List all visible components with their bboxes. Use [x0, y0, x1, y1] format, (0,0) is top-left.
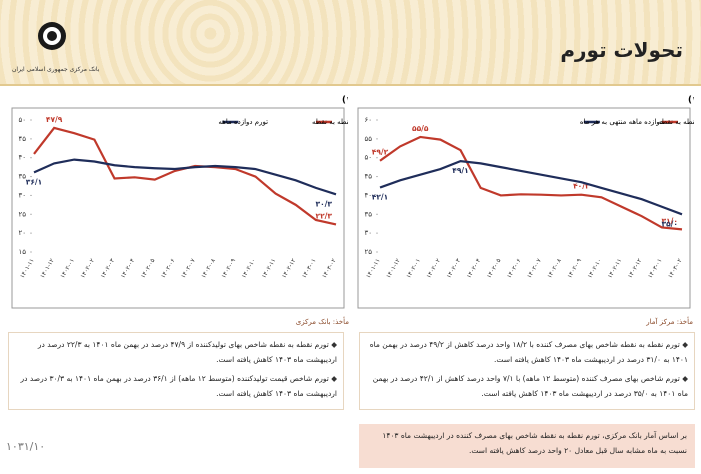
chart-title: تحولات شاخص بهای تولیدکننده (درصد) (۱۳۹۸…: [342, 96, 348, 106]
data-label: ۴۹/۱: [452, 166, 468, 175]
y-tick-label: ۳۰: [18, 191, 26, 199]
footnote: بر اساس آمار بانک مرکزی، تورم نقطه به نق…: [359, 424, 695, 468]
y-tick-label: ۵۵: [364, 135, 372, 143]
header: بانک مرکزی جمهوری اسلامی ایران تحولات تو…: [0, 0, 701, 86]
chart-title: تحولات شاخص بهای کالاها و خدمات مصرفی (د…: [688, 96, 694, 106]
data-label: ۳۰/۳: [316, 199, 333, 208]
legend-label: دوازده ماهه منتهی به هر ماه: [580, 118, 663, 126]
data-label: ۴۷/۹: [46, 115, 63, 124]
chart: تحولات شاخص بهای تولیدکننده (درصد) (۱۳۹۸…: [8, 90, 348, 312]
legend-label: تورم نقطه به نقطه: [312, 118, 348, 126]
bank-name: بانک مرکزی جمهوری اسلامی ایران: [12, 66, 99, 73]
data-label: ۲۲/۳: [316, 211, 333, 220]
data-label: ۳۶/۱: [26, 177, 42, 186]
bullet: تورم نقطه به نقطه شاخص بهای تولیدکننده ا…: [15, 337, 337, 367]
source: مأخذ: مرکز آمار: [646, 318, 693, 326]
y-tick-label: ۲۵: [364, 248, 372, 256]
page-title: تحولات تورم: [560, 38, 683, 62]
data-label: ۴۲/۱: [372, 193, 388, 202]
legend-label: نقطه به نقطه: [658, 118, 694, 126]
data-label: ۴۹/۲: [372, 148, 389, 157]
y-tick-label: ۲۰: [18, 229, 26, 237]
bullet-box: تورم نقطه به نقطه شاخص بهای تولیدکننده ا…: [8, 332, 344, 410]
source: مأخذ: بانک مرکزی: [296, 318, 349, 326]
logo: [22, 6, 82, 66]
bullet: تورم شاخص بهای مصرف کننده (متوسط ۱۲ ماهه…: [366, 371, 688, 401]
y-tick-label: ۴۵: [18, 135, 26, 143]
y-tick-label: ۵۰: [18, 116, 26, 124]
page-number: ۱۰۳۱/۱۰: [6, 440, 45, 453]
bullet-box: تورم نقطه به نقطه شاخص بهای مصرف کننده ب…: [359, 332, 695, 410]
y-tick-label: ۴۵: [364, 173, 372, 181]
page: بانک مرکزی جمهوری اسلامی ایران تحولات تو…: [0, 0, 701, 474]
chart: تحولات شاخص بهای کالاها و خدمات مصرفی (د…: [354, 90, 694, 312]
y-tick-label: ۴۰: [18, 154, 26, 162]
y-tick-label: ۳۵: [364, 210, 372, 218]
data-label: ۳۵/۰: [662, 219, 678, 228]
y-tick-label: ۳۰: [364, 229, 372, 237]
data-label: ۵۵/۵: [412, 124, 429, 133]
bullet: تورم شاخص قیمت تولیدکننده (متوسط ۱۲ ماهه…: [15, 371, 337, 401]
y-tick-label: ۶۰: [364, 116, 372, 124]
y-tick-label: ۲۵: [18, 210, 26, 218]
legend-label: تورم دوازده ماهه: [218, 118, 268, 126]
bullet: تورم نقطه به نقطه شاخص بهای مصرف کننده ب…: [366, 337, 688, 367]
y-tick-label: ۱۵: [18, 248, 26, 256]
